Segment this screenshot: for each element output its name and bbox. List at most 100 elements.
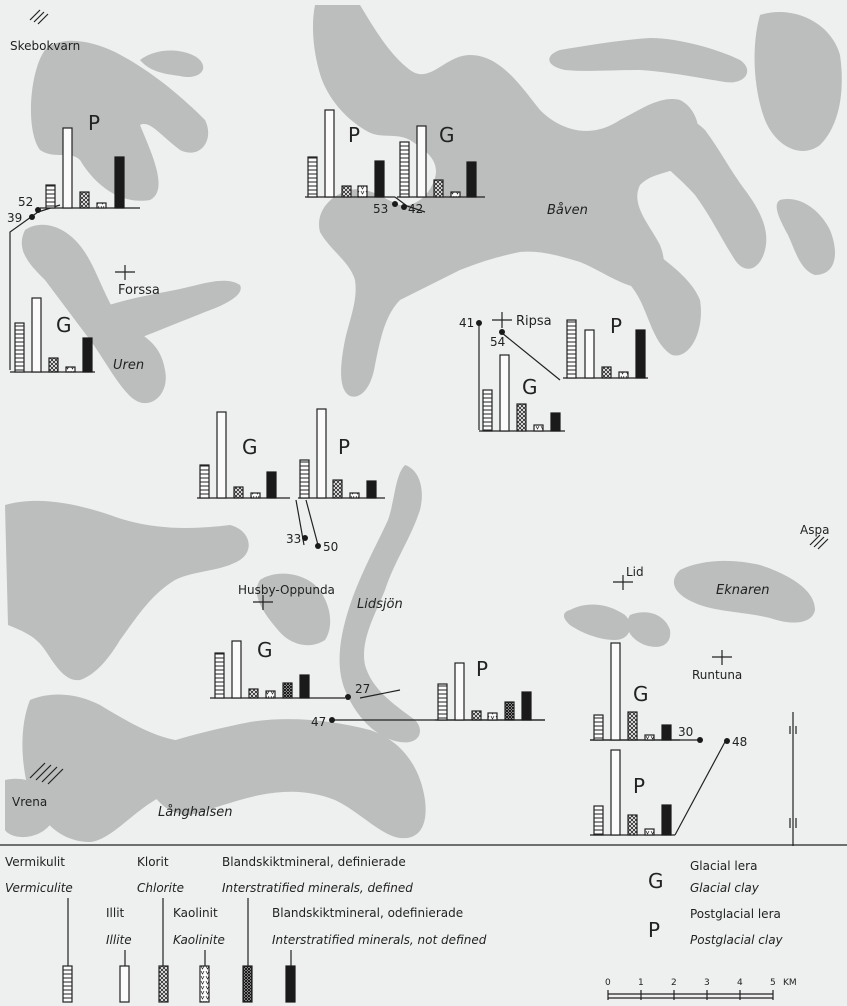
clay-letter-g-33: G [242,435,258,459]
place-lid: Lid [626,565,644,579]
sample-label-52: 52 [18,195,33,209]
sample-label-33: 33 [286,532,301,546]
diagram-27-glacial: G [210,638,345,699]
clay-letter-p-48: P [633,774,645,798]
legend-verm-en: Vermiculite [5,881,73,895]
legend-klor-en: Chlorite [137,881,184,895]
sample-label-50: 50 [323,540,338,554]
sample-label-30: 30 [678,725,693,739]
sample-dot-53 [392,201,398,207]
town-hatch-skebokvarn [29,9,49,25]
place-labels: Skebokvarn Forssa Uren Båven Ripsa Aspa … [10,39,829,820]
lakes [5,5,842,842]
lake-lid-south [564,604,631,640]
church-icon-ripsa [492,312,512,328]
place-aspa: Aspa [800,523,829,537]
legend-undef-en: Interstratified minerals, not defined [272,933,487,947]
diagram-54-postglacial: P [563,314,648,379]
legend-undef-sv: Blandskiktmineral, odefinierade [272,906,463,920]
legend: Vermikulit Vermiculite Klorit Chlorite B… [0,844,847,1003]
legend-kaol-sv: Kaolinit [173,906,218,920]
clay-letter-g-30: G [633,682,649,706]
lake-west-lower [22,694,271,842]
legend-swatch-kaol [199,965,210,1003]
church-icon-husby [253,595,273,610]
clay-letter-p-47: P [476,657,488,681]
clay-letter-p-54: P [610,314,622,338]
sample-dot-52 [35,207,41,213]
legend-swatch-klor [158,965,169,1003]
lake-ne-strip [549,38,748,83]
legend-def-sv: Blandskiktmineral, definierade [222,855,406,869]
legend-p-sv: Postglacial lera [690,907,781,921]
scale-tick-3: 3 [704,978,710,988]
clay-letter-g-27: G [257,638,273,662]
sample-label-54: 54 [490,335,505,349]
scale-tick-2: 2 [671,978,677,988]
sample-label-39: 39 [7,211,22,225]
diagram-42-glacial: G [397,123,485,198]
diagram-39-glacial: G [10,297,95,373]
clay-letter-p-50: P [338,435,350,459]
lake-west-large [5,500,249,681]
sample-label-41: 41 [459,316,474,330]
place-vrena: Vrena [12,795,47,809]
legend-swatch-def [242,965,253,1003]
place-baven: Båven [547,203,588,218]
lake-east-arm [642,114,767,269]
diagram-52-postglacial: P [40,111,140,209]
diagram-47-postglacial: P [435,657,545,721]
sample-dot-50 [315,543,321,549]
sample-label-27: 27 [355,682,370,696]
lake-ripsa-north [471,172,546,236]
diagram-33-glacial: G [197,411,290,499]
scale-tick-1: 1 [638,978,644,988]
place-uren: Uren [113,358,144,373]
scale-unit: KM [783,978,797,988]
lake-east-edge [776,199,835,275]
sample-label-53: 53 [373,202,388,216]
sample-dot-41 [476,320,482,326]
lake-eknaren [673,560,815,623]
place-skebokvarn: Skebokvarn [10,39,80,53]
sample-dot-42 [401,204,407,210]
sample-dot-48 [724,738,730,744]
lake-uren [21,224,166,404]
place-ripsa: Ripsa [516,314,552,329]
clay-letter-g-41: G [522,375,538,399]
church-icon-lid [613,575,633,590]
place-eknaren: Eknaren [716,583,770,598]
legend-swatch-undef [285,965,296,1003]
sample-dot-54 [499,329,505,335]
legend-letter-g: G [648,869,664,893]
legend-swatch-verm [62,965,73,1003]
clay-letter-p-53: P [348,123,360,147]
sample-label-42: 42 [408,202,423,216]
legend-g-sv: Glacial lera [690,859,757,873]
legend-verm-sv: Vermikulit [5,855,65,869]
lake-lid-mid [627,612,671,647]
church-icon-runtuna [712,650,732,665]
sample-dot-27 [345,694,351,700]
clay-letter-g-42: G [439,123,455,147]
sample-dot-39 [29,214,35,220]
scale-tick-5: 5 [770,978,776,988]
lake-north-top [140,50,204,78]
diagram-30-glacial: G [590,642,680,741]
sample-dot-47 [329,717,335,723]
legend-klor-sv: Klorit [137,855,169,869]
legend-g-en: Glacial clay [690,881,760,895]
place-langhalsen: Långhalsen [158,805,233,820]
lake-lidsjon [339,465,422,743]
sample-dot-33 [302,535,308,541]
diagram-41-glacial: G [479,354,565,432]
diagram-50-postglacial: P [298,408,385,499]
town-hatch-vrena [29,762,64,785]
north-arrow-icon [789,712,797,846]
scale-tick-4: 4 [737,978,743,988]
diagram-48-postglacial: P [590,749,675,836]
clay-letter-g-39: G [56,313,72,337]
legend-kaol-en: Kaolinite [173,933,225,947]
sample-label-47: 47 [311,715,326,729]
